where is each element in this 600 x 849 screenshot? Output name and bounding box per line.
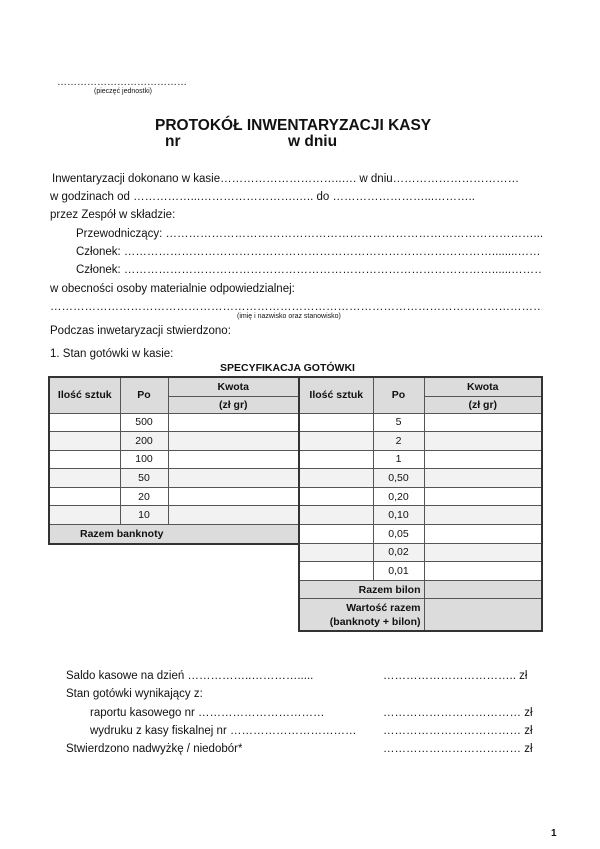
amount-cell[interactable]	[423, 505, 543, 526]
amount-cell[interactable]	[167, 431, 300, 451]
summary-balance-label: Saldo kasowe na dzień ……………..………….....	[66, 670, 314, 682]
amount-cell[interactable]	[167, 468, 300, 488]
denomination: 50	[119, 468, 169, 488]
denomination: 1	[372, 449, 425, 470]
denomination: 20	[119, 486, 169, 507]
grand-total-label: Wartość razem (banknoty + bilon)	[298, 598, 425, 632]
denomination: 0,01	[372, 561, 425, 581]
denomination: 0,10	[372, 505, 425, 526]
grand-total-cell[interactable]	[423, 598, 543, 632]
line-hours: w godzinach od ……………...…………………….….. do ……	[50, 191, 475, 203]
summary-report-label: raportu kasowego nr ……………………………	[90, 707, 325, 719]
page-title: PROTOKÓŁ INWENTARYZACJI KASY	[155, 117, 432, 134]
denomination: 0,05	[372, 524, 425, 544]
grand-total-line-1: Wartość razem	[346, 601, 421, 614]
line-chair: Przewodniczący: …………………………………………………………………	[76, 228, 542, 240]
grand-total-line-2: (banknoty + bilon)	[329, 615, 421, 628]
amount-cell[interactable]	[423, 468, 543, 488]
line-found: Podczas inwetaryzacji stwierdzono:	[50, 325, 231, 337]
banknotes-total: Razem banknoty	[48, 524, 300, 545]
coins-total-label: Razem bilon	[298, 579, 425, 600]
line-member-2: Członek: ……………………………………………………………………………………	[76, 264, 542, 276]
denomination: 2	[372, 431, 425, 451]
amount-cell[interactable]	[423, 431, 543, 451]
qty-cell[interactable]	[298, 486, 374, 507]
amount-cell[interactable]	[423, 412, 543, 433]
stamp-label: (pieczęć jednostki)	[94, 88, 152, 95]
amount-cell[interactable]	[423, 486, 543, 507]
amount-cell[interactable]	[167, 412, 300, 433]
header-amount: Kwota	[167, 376, 300, 397]
denomination: 10	[119, 505, 169, 526]
amount-cell[interactable]	[167, 449, 300, 470]
line-cashbox: Inwentaryzacji dokonano w kasie…………………………	[52, 173, 520, 185]
header-qty: Ilość sztuk	[298, 376, 374, 414]
qty-cell[interactable]	[298, 412, 374, 433]
qty-cell[interactable]	[298, 505, 374, 526]
qty-cell[interactable]	[48, 412, 121, 433]
denomination: 0,20	[372, 486, 425, 507]
line-person: ……………………………………………………………………………………………………………	[50, 301, 542, 313]
stamp-dots: …………………………………	[57, 77, 187, 88]
summary-difference-value: ……………………………… zł	[383, 743, 533, 755]
header-amount: Kwota	[423, 376, 543, 397]
page-number: 1	[551, 828, 557, 839]
denomination: 500	[119, 412, 169, 433]
summary-balance-value: …………………………….. zł	[383, 670, 528, 682]
qty-cell[interactable]	[48, 505, 121, 526]
qty-cell[interactable]	[48, 486, 121, 507]
header-po: Po	[372, 376, 425, 414]
amount-cell[interactable]	[423, 542, 543, 563]
coins-total-cell[interactable]	[423, 579, 543, 600]
coins-table: Ilość sztuk Po Kwota (zł gr) 5 2 1 0,50 0,…	[298, 376, 543, 632]
qty-cell[interactable]	[48, 431, 121, 451]
qty-cell[interactable]	[298, 449, 374, 470]
line-cash-state: 1. Stan gotówki w kasie:	[50, 348, 174, 360]
qty-cell[interactable]	[298, 561, 374, 581]
denomination: 200	[119, 431, 169, 451]
header-unit: (zł gr)	[167, 395, 300, 414]
denomination: 100	[119, 449, 169, 470]
line-presence: w obecności osoby materialnie odpowiedzi…	[50, 283, 295, 295]
banknotes-table: Ilość sztuk Po Kwota (zł gr) 500 200 100 5…	[48, 376, 300, 545]
qty-cell[interactable]	[298, 468, 374, 488]
amount-cell[interactable]	[423, 561, 543, 581]
amount-cell[interactable]	[423, 524, 543, 544]
qty-cell[interactable]	[298, 431, 374, 451]
title-nr: nr	[165, 133, 181, 150]
title-date: w dniu	[288, 133, 338, 150]
summary-cash-from-label: Stan gotówki wynikający z:	[66, 688, 203, 700]
denomination: 0,02	[372, 542, 425, 563]
summary-fiscal-value: ……………………………… zł	[383, 725, 533, 737]
header-unit: (zł gr)	[423, 395, 543, 414]
header-qty: Ilość sztuk	[48, 376, 121, 414]
qty-cell[interactable]	[298, 542, 374, 563]
line-team: przez Zespół w składzie:	[50, 209, 176, 221]
amount-cell[interactable]	[167, 486, 300, 507]
summary-fiscal-label: wydruku z kasy fiskalnej nr ……………………………	[90, 725, 357, 737]
person-caption: (imię i nazwisko oraz stanowisko)	[237, 313, 341, 320]
qty-cell[interactable]	[48, 468, 121, 488]
line-member-1: Członek: ……………………………………………………………………………………	[76, 246, 542, 258]
denomination: 5	[372, 412, 425, 433]
qty-cell[interactable]	[298, 524, 374, 544]
denomination: 0,50	[372, 468, 425, 488]
header-po: Po	[119, 376, 169, 414]
spec-title: SPECYFIKACJA GOTÓWKI	[220, 362, 355, 374]
summary-difference-label: Stwierdzono nadwyżkę / niedobór*	[66, 743, 243, 755]
amount-cell[interactable]	[423, 449, 543, 470]
amount-cell[interactable]	[167, 505, 300, 526]
qty-cell[interactable]	[48, 449, 121, 470]
summary-report-value: ……………………………… zł	[383, 707, 533, 719]
